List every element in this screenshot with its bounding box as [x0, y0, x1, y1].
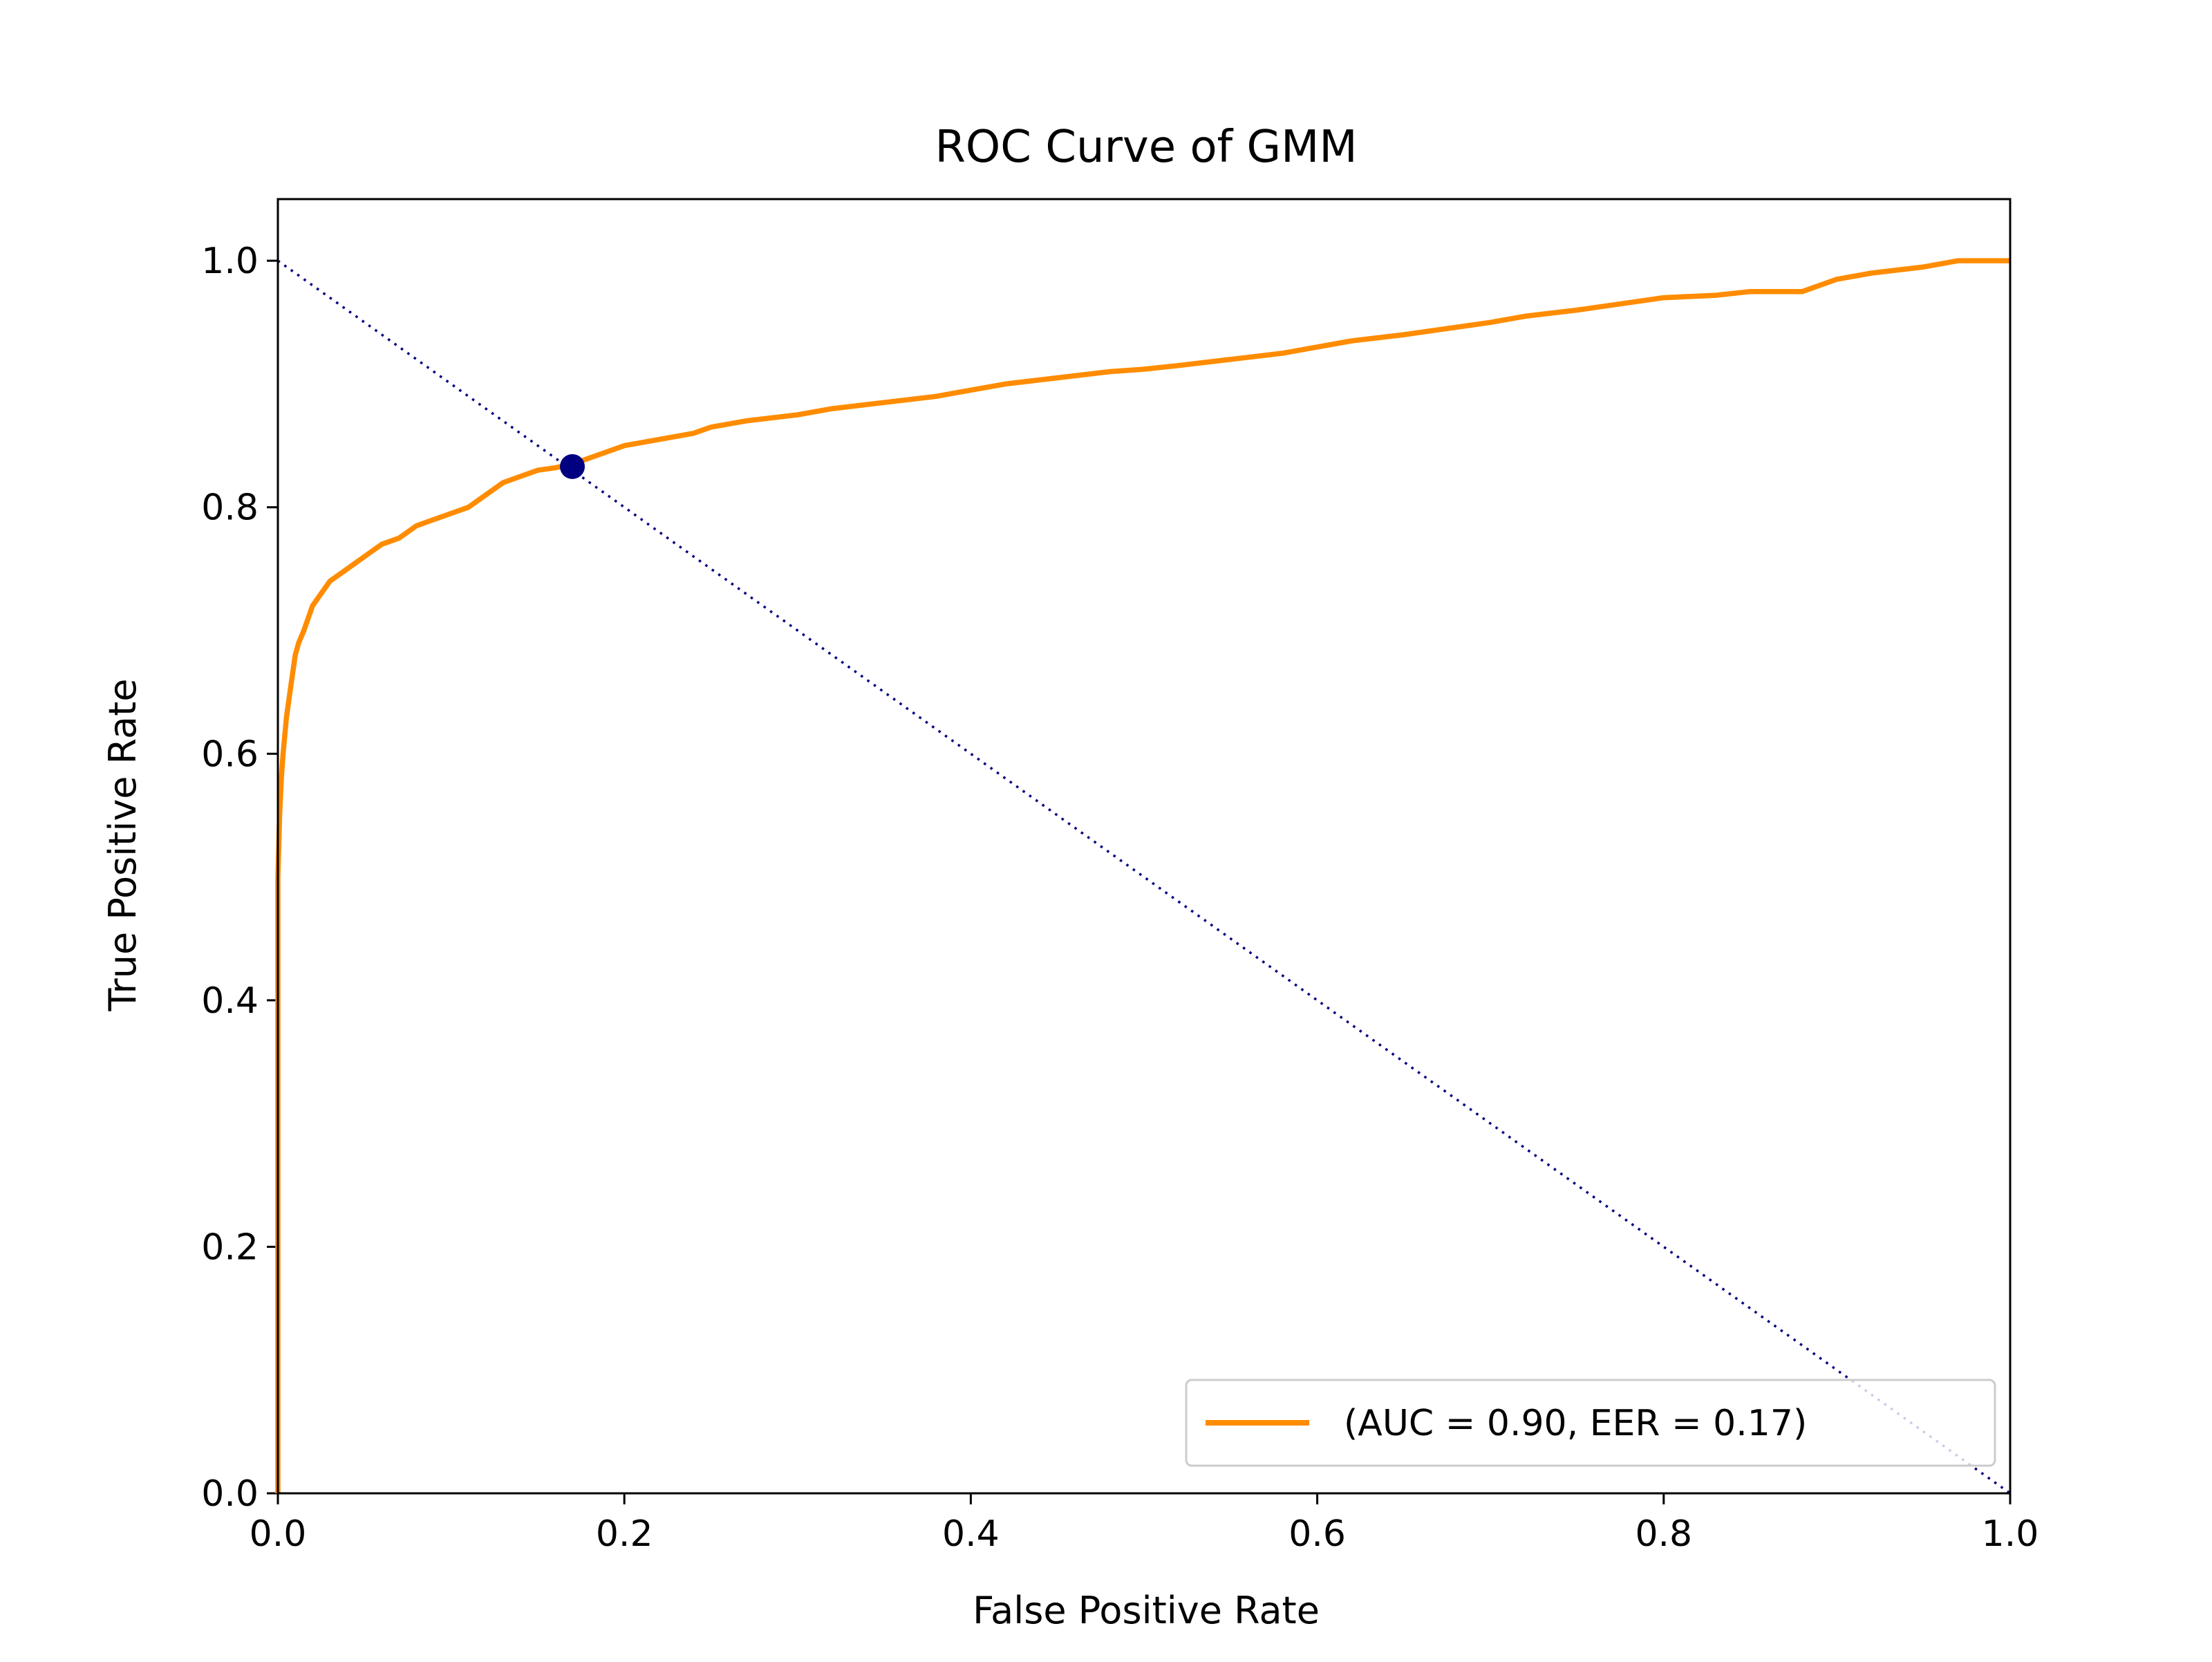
- chart-title: ROC Curve of GMM: [935, 122, 1357, 173]
- x-tick-label: 0.6: [1288, 1513, 1346, 1555]
- y-tick-label: 0.4: [201, 980, 259, 1022]
- eer-point-marker: [560, 454, 585, 479]
- y-axis-label: True Positive Rate: [101, 678, 144, 1011]
- y-tick-label: 0.2: [201, 1226, 259, 1268]
- y-tick-label: 0.8: [201, 487, 259, 529]
- legend-box: [1185, 1379, 1996, 1467]
- roc-curve-line: [275, 258, 2010, 1493]
- y-tick-label: 0.6: [201, 734, 259, 775]
- x-tick-label: 0.0: [250, 1513, 307, 1555]
- y-tick-label: 1.0: [201, 241, 259, 282]
- axes-frame: [276, 198, 2012, 1495]
- axis-ticks: 0.0 0.2 0.4 0.6 0.8 1.0 0.0 0.2 0.4 0.6 0.8 1.0: [201, 241, 2038, 1555]
- x-tick-label: 1.0: [1982, 1513, 2039, 1555]
- x-axis-label: False Positive Rate: [973, 1589, 1320, 1632]
- x-tick-label: 0.2: [596, 1513, 653, 1555]
- legend: (AUC = 0.90, EER = 0.17): [1185, 1379, 1996, 1467]
- x-tick-label: 0.4: [942, 1513, 1000, 1555]
- y-tick-label: 0.0: [201, 1473, 259, 1515]
- x-tick-label: 0.8: [1635, 1513, 1692, 1555]
- plot-area: [275, 258, 2012, 1495]
- legend-label: (AUC = 0.90, EER = 0.17): [1344, 1403, 1807, 1444]
